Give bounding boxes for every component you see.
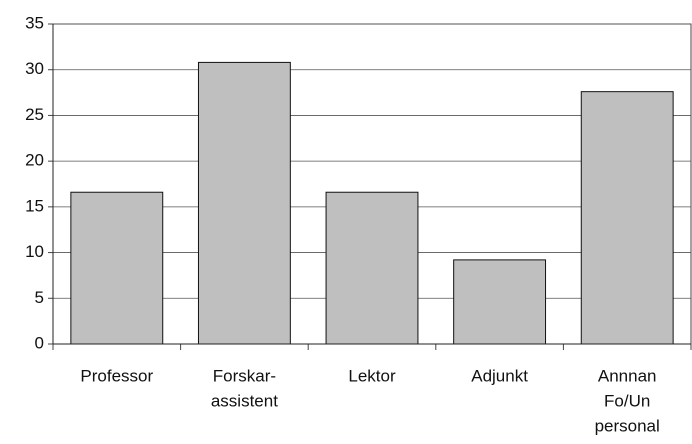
x-tick-label: assistent <box>211 391 278 410</box>
y-tick-label: 5 <box>35 288 44 307</box>
x-tick-label: personal <box>595 416 660 435</box>
x-tick-label: Fo/Un <box>604 391 650 410</box>
bar <box>197 61 291 345</box>
y-tick-label: 0 <box>35 333 44 352</box>
x-tick-label: Lektor <box>348 366 396 385</box>
x-tick-label: Adjunkt <box>471 366 528 385</box>
x-tick-label: Annnan <box>598 366 657 385</box>
bar <box>580 91 674 345</box>
bar <box>453 259 547 345</box>
x-tick-label: Professor <box>80 366 153 385</box>
y-tick-label: 25 <box>25 105 44 124</box>
y-tick-label: 10 <box>25 242 44 261</box>
y-tick-label: 20 <box>25 151 44 170</box>
y-tick-label: 15 <box>25 196 44 215</box>
x-tick-label: Forskar- <box>213 366 276 385</box>
bar <box>70 191 164 345</box>
y-tick-label: 30 <box>25 59 44 78</box>
y-tick-label: 35 <box>25 13 44 32</box>
bar <box>325 191 419 345</box>
